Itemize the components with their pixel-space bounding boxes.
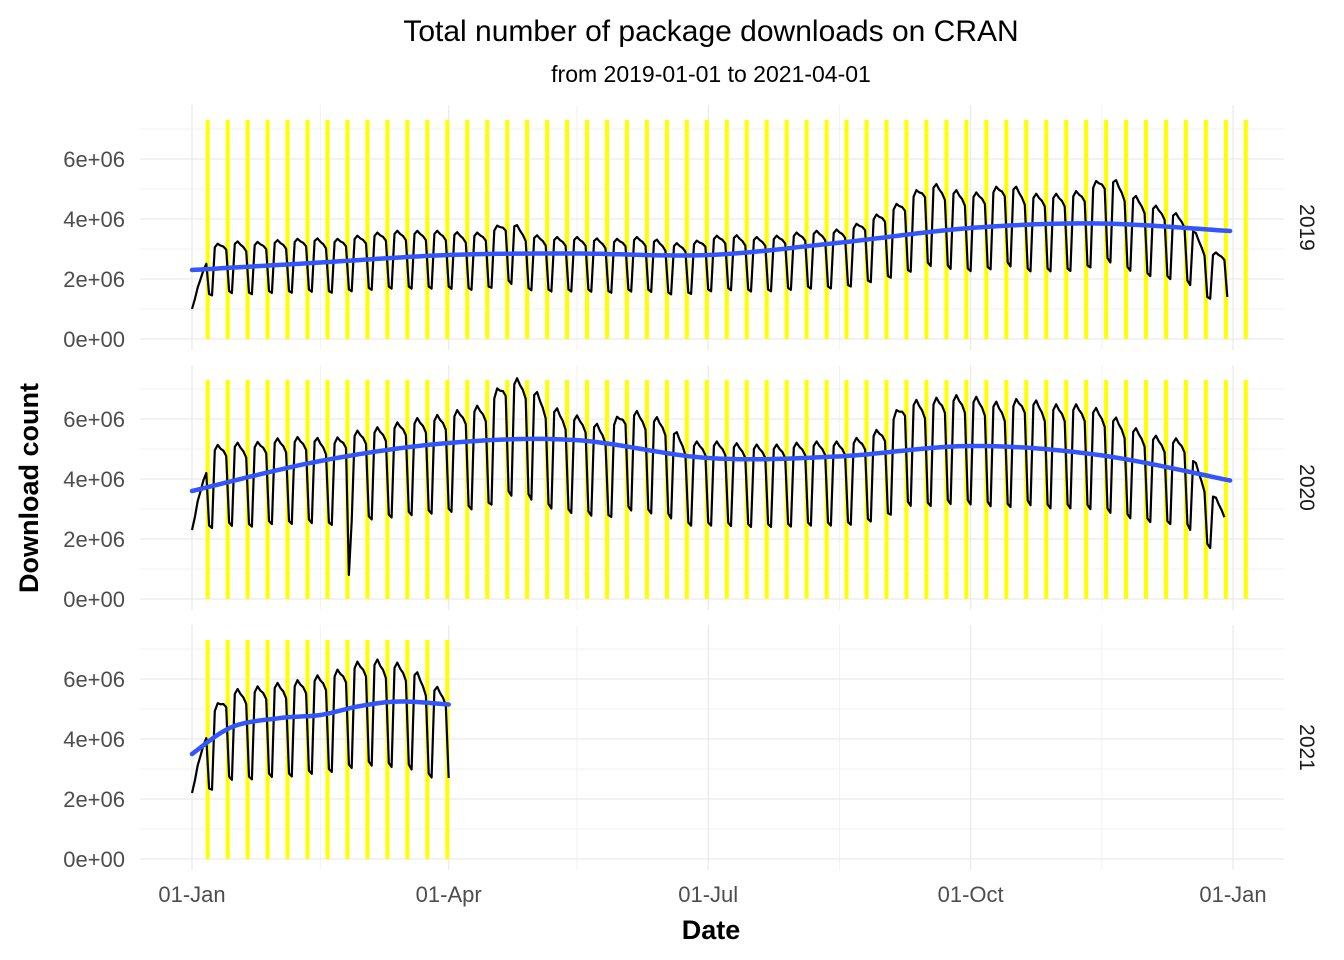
panels: 0e+00 2e+06 4e+06 6e+06 2019 0e+00 2e+06 4e+06 6… (63, 105, 1318, 872)
weekend-bar (1243, 120, 1248, 339)
x-tick-label: 01-Apr (416, 882, 482, 907)
smooth-trend-line (189, 221, 1233, 273)
x-tick-label: 01-Oct (938, 882, 1004, 907)
smooth-trend-line (189, 436, 1233, 494)
weekend-bar (505, 120, 510, 339)
weekend-bar (585, 120, 589, 339)
facet-strip-label: 2020 (1295, 464, 1318, 511)
weekend-bar (864, 120, 869, 339)
weekend-bar (245, 120, 250, 339)
weekend-bar (225, 120, 230, 339)
weekend-bar (325, 120, 330, 339)
weekend-bar (744, 120, 749, 339)
weekend-bar (824, 120, 829, 339)
weekend-bar (365, 120, 370, 339)
weekend-bar (405, 120, 410, 339)
weekend-bar (565, 120, 569, 339)
x-tick-label: 01-Jan (1199, 882, 1266, 907)
y-tick-label: 2e+06 (63, 527, 125, 552)
weekend-bar (265, 120, 270, 339)
weekend-bar (724, 120, 729, 339)
weekend-bar (684, 120, 689, 339)
y-tick-label: 4e+06 (63, 727, 125, 752)
y-tick-label: 6e+06 (63, 667, 125, 692)
weekend-bar (1203, 380, 1208, 599)
weekend-bar (804, 120, 809, 339)
weekend-bar (525, 120, 530, 339)
weekend-bar (285, 120, 290, 339)
weekend-bar (505, 380, 510, 599)
daily-downloads-line (190, 179, 1229, 310)
weekend-bar (205, 120, 210, 339)
weekend-bar (624, 120, 629, 339)
weekend-bar (784, 120, 789, 339)
y-tick-label: 4e+06 (63, 207, 125, 232)
x-tick-label: 01-Jul (678, 882, 738, 907)
weekend-bar (485, 120, 490, 339)
facet-strip-label: 2019 (1295, 204, 1318, 251)
panel-2019: 0e+00 2e+06 4e+06 6e+06 2019 (63, 105, 1318, 352)
weekend-bar (664, 120, 669, 339)
y-tick-label: 2e+06 (63, 267, 125, 292)
weekend-bar (1223, 380, 1228, 599)
weekend-bar (525, 380, 530, 599)
weekend-bar (605, 120, 609, 339)
weekend-bar (704, 120, 709, 339)
weekend-bar (1243, 380, 1248, 599)
weekend-bar (964, 380, 969, 599)
y-tick-label: 2e+06 (63, 787, 125, 812)
weekend-bar (345, 120, 350, 339)
y-tick-label: 6e+06 (63, 407, 125, 432)
y-tick-label: 0e+00 (63, 847, 125, 872)
y-tick-label: 0e+00 (63, 327, 125, 352)
weekend-bar (425, 120, 430, 339)
daily-downloads-line (190, 377, 1226, 577)
daily-downloads-line (190, 658, 450, 794)
weekend-bar (445, 120, 450, 339)
weekend-bar (305, 120, 310, 339)
y-tick-label: 0e+00 (63, 587, 125, 612)
x-axis: 01-Jan 01-Apr 01-Jul 01-Oct 01-Jan (158, 882, 1266, 907)
y-tick-label: 6e+06 (63, 147, 125, 172)
chart-subtitle: from 2019-01-01 to 2021-04-01 (551, 61, 871, 87)
weekend-bar (385, 120, 390, 339)
y-axis-title: Download count (14, 383, 44, 593)
panel-2021: 0e+00 2e+06 4e+06 6e+06 2021 (63, 625, 1318, 872)
y-tick-label: 4e+06 (63, 467, 125, 492)
weekend-bar (844, 120, 849, 339)
facet-strip-label: 2021 (1295, 724, 1318, 771)
x-axis-title: Date (682, 915, 741, 945)
weekend-bar (465, 120, 470, 339)
chart-title: Total number of package downloads on CRA… (403, 15, 1018, 48)
weekend-bar (764, 120, 769, 339)
weekend-bar (545, 120, 550, 339)
smooth-trend-line (189, 699, 451, 757)
panel-2020: 0e+00 2e+06 4e+06 6e+06 2020 (63, 365, 1318, 612)
weekend-bar (644, 120, 649, 339)
x-tick-label: 01-Jan (158, 882, 225, 907)
weekend-bar (1024, 380, 1029, 599)
